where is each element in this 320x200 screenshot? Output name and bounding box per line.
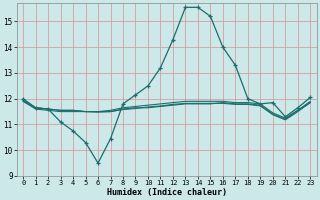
X-axis label: Humidex (Indice chaleur): Humidex (Indice chaleur)	[107, 188, 227, 197]
